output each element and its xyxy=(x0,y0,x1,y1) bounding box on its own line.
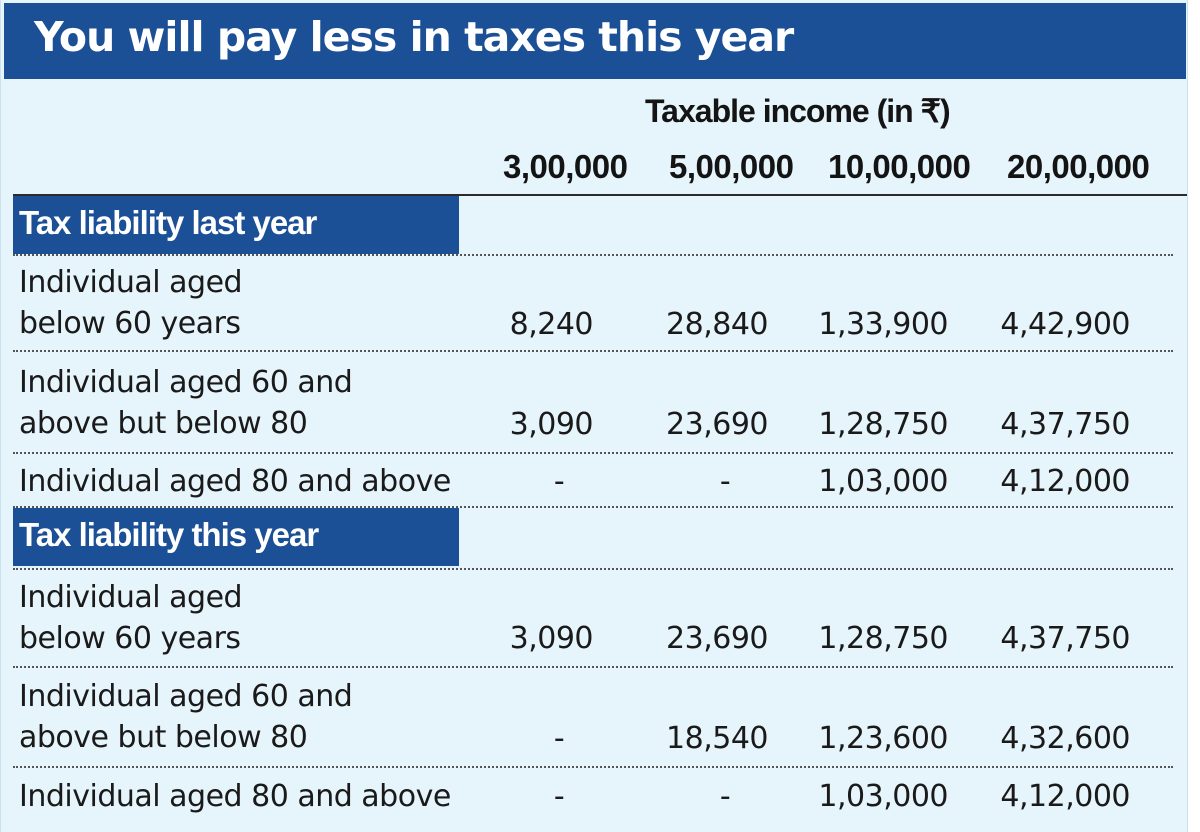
title-bar: You will pay less in taxes this year xyxy=(4,3,1186,79)
table-cell: 3,090 xyxy=(509,407,594,442)
table-cell: 4,37,750 xyxy=(1000,407,1130,442)
row-label-line: below 60 years xyxy=(19,621,241,656)
table-cell: 28,840 xyxy=(666,307,768,342)
table-cell: 23,690 xyxy=(666,407,768,442)
row-label-line: above but below 80 xyxy=(19,720,308,755)
table-cell: 4,42,900 xyxy=(1000,307,1130,342)
table-cell: 4,37,750 xyxy=(1000,621,1130,656)
column-header-20-lakh: 20,00,000 xyxy=(1007,148,1150,185)
row-divider xyxy=(13,254,1173,256)
table-cell: - xyxy=(719,464,731,499)
row-divider xyxy=(13,350,1173,352)
table-cell: 18,540 xyxy=(666,721,768,756)
table-cell: - xyxy=(553,464,565,499)
table-cell: 4,12,000 xyxy=(1000,779,1130,814)
row-divider xyxy=(13,766,1173,768)
section-heading-label: Tax liability last year xyxy=(19,204,317,241)
table-cell: 1,33,900 xyxy=(818,307,948,342)
table-cell: - xyxy=(553,779,565,814)
row-label-line: Individual aged 60 and xyxy=(19,679,353,714)
row-label-line: above but below 80 xyxy=(19,406,308,441)
table-cell: 8,240 xyxy=(509,307,594,342)
section-heading-label: Tax liability this year xyxy=(19,516,319,553)
row-label-line: Individual aged xyxy=(19,580,243,615)
row-divider xyxy=(13,452,1173,454)
row-label: Individual aged 80 and above xyxy=(19,464,451,499)
row-label: Individual aged 80 and above xyxy=(19,779,451,814)
row-label-line: Individual aged 60 and xyxy=(19,365,353,400)
row-label: Individual aged 60 and above but below 8… xyxy=(19,676,353,758)
row-divider xyxy=(13,568,1173,570)
table-cell: 4,32,600 xyxy=(1000,721,1130,756)
row-label: Individual aged below 60 years xyxy=(19,577,243,659)
table-cell: 4,12,000 xyxy=(1000,464,1130,499)
row-label-line: below 60 years xyxy=(19,306,241,341)
section-heading-this-year: Tax liability this year xyxy=(13,508,459,566)
column-header-10-lakh: 10,00,000 xyxy=(828,148,971,185)
table-cell: - xyxy=(553,721,565,756)
row-divider xyxy=(13,666,1173,668)
table-cell: 1,28,750 xyxy=(818,407,948,442)
header-divider xyxy=(13,194,1187,196)
table-cell: 1,03,000 xyxy=(818,779,948,814)
column-header-3-lakh: 3,00,000 xyxy=(503,148,628,185)
table-cell: 23,690 xyxy=(666,621,768,656)
row-label: Individual aged below 60 years xyxy=(19,262,243,344)
column-header-5-lakh: 5,00,000 xyxy=(669,148,794,185)
row-divider xyxy=(13,506,1173,508)
row-label-line: Individual aged xyxy=(19,265,243,300)
taxable-income-label: Taxable income (in ₹) xyxy=(645,93,951,129)
row-label: Individual aged 60 and above but below 8… xyxy=(19,362,353,444)
table-cell: 1,28,750 xyxy=(818,621,948,656)
section-heading-last-year: Tax liability last year xyxy=(13,196,459,254)
page-title: You will pay less in taxes this year xyxy=(34,13,794,61)
table-cell: 3,090 xyxy=(509,621,594,656)
table-cell: 1,03,000 xyxy=(818,464,948,499)
table-cell: - xyxy=(719,779,731,814)
table-cell: 1,23,600 xyxy=(818,721,948,756)
